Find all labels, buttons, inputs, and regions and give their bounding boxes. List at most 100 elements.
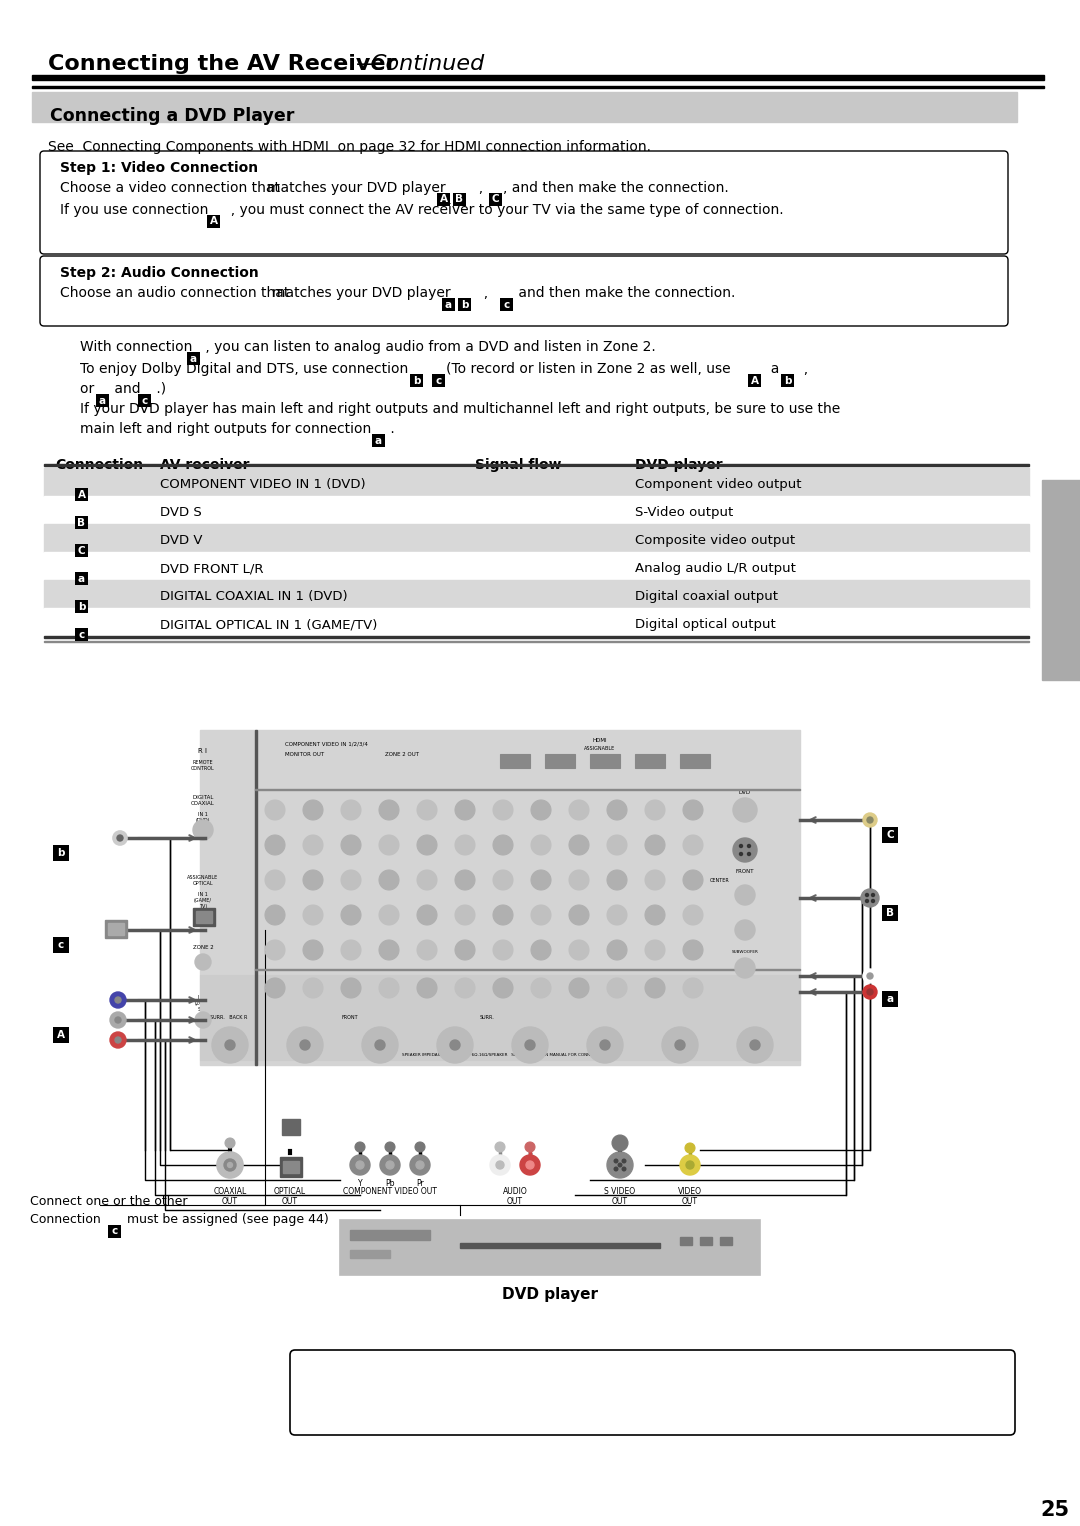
Circle shape bbox=[265, 905, 285, 925]
Circle shape bbox=[615, 1167, 618, 1170]
Text: S VIDEO
OUT: S VIDEO OUT bbox=[605, 1187, 635, 1207]
Text: and then make the connection.: and then make the connection. bbox=[514, 285, 735, 301]
Circle shape bbox=[735, 958, 755, 978]
Text: See  Connecting Components with HDMI  on page 32 for HDMI connection information: See Connecting Components with HDMI on p… bbox=[48, 140, 651, 154]
Circle shape bbox=[865, 894, 868, 896]
Bar bbox=[75, 543, 87, 557]
Circle shape bbox=[355, 1141, 365, 1152]
Text: OPTICAL
OUT: OPTICAL OUT bbox=[274, 1187, 306, 1207]
Bar bbox=[500, 754, 530, 768]
Text: IN 1
(DVD): IN 1 (DVD) bbox=[195, 812, 211, 823]
Circle shape bbox=[600, 1041, 610, 1050]
Text: c: c bbox=[141, 395, 148, 406]
Bar bbox=[453, 192, 465, 206]
Circle shape bbox=[379, 978, 399, 998]
Text: MONITOR OUT: MONITOR OUT bbox=[285, 752, 324, 757]
Circle shape bbox=[455, 905, 475, 925]
Circle shape bbox=[492, 835, 513, 855]
Bar bbox=[340, 1219, 760, 1276]
Circle shape bbox=[512, 1027, 548, 1064]
Circle shape bbox=[569, 800, 589, 819]
Circle shape bbox=[863, 969, 877, 983]
Text: If your DVD player has main left and right outputs and multichannel left and rig: If your DVD player has main left and rig… bbox=[80, 401, 840, 417]
Circle shape bbox=[531, 940, 551, 960]
Bar bbox=[460, 1244, 660, 1248]
Circle shape bbox=[490, 1155, 510, 1175]
Circle shape bbox=[492, 905, 513, 925]
Bar bbox=[138, 394, 151, 407]
Bar bbox=[882, 905, 897, 922]
Bar bbox=[350, 1250, 390, 1257]
Circle shape bbox=[379, 940, 399, 960]
Text: a: a bbox=[99, 395, 106, 406]
Circle shape bbox=[455, 940, 475, 960]
Bar bbox=[280, 1157, 302, 1177]
Text: HDMI: HDMI bbox=[593, 739, 607, 743]
Bar bbox=[44, 464, 1029, 465]
Circle shape bbox=[867, 989, 873, 995]
Circle shape bbox=[455, 870, 475, 890]
Circle shape bbox=[607, 978, 627, 998]
Circle shape bbox=[737, 1027, 773, 1064]
Circle shape bbox=[526, 1161, 534, 1169]
Text: b: b bbox=[784, 375, 792, 386]
Bar bbox=[200, 975, 800, 1061]
Circle shape bbox=[303, 800, 323, 819]
Circle shape bbox=[195, 954, 211, 971]
Text: , you must connect the AV receiver to your TV via the same type of connection.: , you must connect the AV receiver to yo… bbox=[222, 203, 784, 217]
Circle shape bbox=[872, 899, 875, 902]
Circle shape bbox=[622, 1167, 625, 1170]
Text: Continued: Continued bbox=[370, 53, 484, 73]
Circle shape bbox=[341, 905, 361, 925]
Circle shape bbox=[265, 800, 285, 819]
Bar bbox=[75, 572, 87, 584]
Text: COMPONENT VIDEO OUT: COMPONENT VIDEO OUT bbox=[343, 1187, 437, 1196]
Text: ZONE 2: ZONE 2 bbox=[192, 945, 214, 951]
Bar bbox=[200, 729, 800, 1065]
Circle shape bbox=[645, 940, 665, 960]
Text: 25: 25 bbox=[1040, 1500, 1069, 1520]
Circle shape bbox=[386, 1161, 394, 1169]
Text: IN 1
(GAME/
TV): IN 1 (GAME/ TV) bbox=[194, 893, 212, 908]
Circle shape bbox=[417, 870, 437, 890]
Circle shape bbox=[683, 870, 703, 890]
Circle shape bbox=[417, 940, 437, 960]
Circle shape bbox=[492, 800, 513, 819]
Circle shape bbox=[867, 816, 873, 823]
Circle shape bbox=[417, 835, 437, 855]
Circle shape bbox=[265, 870, 285, 890]
Text: DVD player: DVD player bbox=[502, 1286, 598, 1302]
Bar bbox=[75, 488, 87, 501]
Text: a: a bbox=[445, 299, 453, 310]
Circle shape bbox=[379, 870, 399, 890]
Text: Connecting the AV Receiver: Connecting the AV Receiver bbox=[48, 53, 396, 73]
Circle shape bbox=[531, 870, 551, 890]
Text: C: C bbox=[491, 194, 499, 204]
Circle shape bbox=[114, 996, 121, 1003]
Bar bbox=[635, 754, 665, 768]
Circle shape bbox=[492, 978, 513, 998]
Text: B: B bbox=[456, 194, 463, 204]
Text: b: b bbox=[57, 848, 65, 858]
Text: Pb: Pb bbox=[386, 1180, 395, 1189]
Text: c: c bbox=[503, 299, 510, 310]
Bar bbox=[44, 635, 1029, 638]
Circle shape bbox=[265, 978, 285, 998]
Text: a: a bbox=[375, 435, 382, 446]
Bar bbox=[53, 937, 69, 954]
Text: a: a bbox=[762, 362, 780, 375]
Text: FRONT: FRONT bbox=[341, 1015, 359, 1019]
Bar bbox=[193, 908, 215, 926]
Text: ,: , bbox=[795, 362, 808, 375]
Text: With connection: With connection bbox=[80, 340, 192, 354]
Bar bbox=[32, 85, 1044, 89]
Text: a: a bbox=[190, 354, 197, 363]
Text: L: L bbox=[498, 1152, 502, 1161]
Text: b: b bbox=[461, 299, 469, 310]
Circle shape bbox=[496, 1161, 504, 1169]
Circle shape bbox=[863, 984, 877, 1000]
Text: Connecting a DVD Player: Connecting a DVD Player bbox=[50, 107, 295, 125]
Text: main left and right outputs for connection: main left and right outputs for connecti… bbox=[80, 423, 372, 436]
Circle shape bbox=[607, 870, 627, 890]
Circle shape bbox=[380, 1155, 400, 1175]
